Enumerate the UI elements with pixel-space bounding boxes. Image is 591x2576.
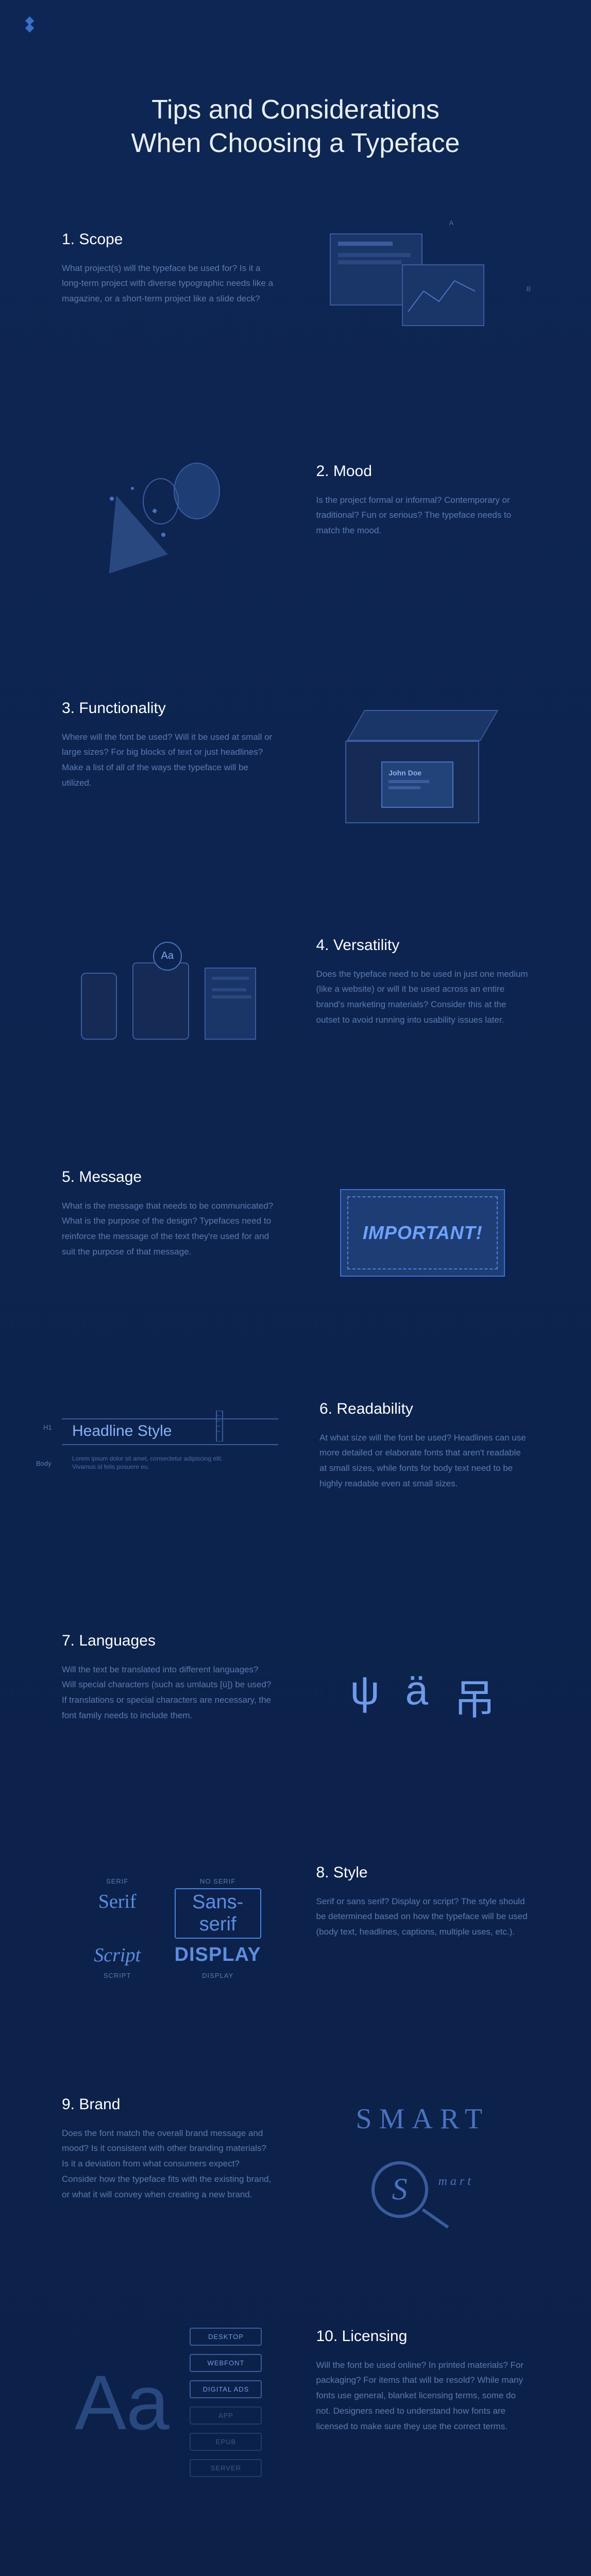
section-title: 6. Readability [319,1400,529,1418]
style-sample-script: Script [76,1942,159,1969]
glyph-cjk: 吊 [454,1667,495,1726]
body-sample: Lorem ipsum dolor sit amet, consectetur … [72,1454,227,1472]
license-server: SERVER [190,2459,262,2477]
section-title: 3. Functionality [62,700,275,717]
section-desc: Serif or sans serif? Display or script? … [316,1894,530,1940]
section-licensing: 10. Licensing Will the font be used onli… [62,2328,529,2477]
spec-label-a: A [449,219,454,227]
section-scope: 1. Scope What project(s) will the typefa… [62,231,529,360]
language-glyphs: ψ ä 吊 [350,1667,495,1726]
big-aa-sample: Aa [75,2364,169,2441]
section-desc: Does the font match the overall brand me… [62,2126,275,2202]
scope-visual: A B [330,233,515,357]
section-title: 8. Style [316,1864,530,1882]
section-title: 7. Languages [62,1632,275,1650]
body-label: Body [36,1460,52,1467]
section-title: 1. Scope [62,231,275,248]
important-badge: IMPORTANT! [340,1189,505,1277]
section-title: 9. Brand [62,2096,275,2113]
style-label-noserif: NO SERIF [175,1877,261,1885]
section-desc: What is the message that needs to be com… [62,1198,275,1260]
section-desc: At what size will the font be used? Head… [319,1430,529,1492]
business-card-name: John Doe [389,769,446,777]
section-desc: What project(s) will the typeface be use… [62,261,275,307]
brand-visual: SMART S mart [319,2103,526,2218]
section-title: 2. Mood [316,463,530,480]
headline-sample: Headline Style [72,1422,172,1440]
ruler-icon [206,1411,237,1442]
section-desc: Will the font be used online? In printed… [316,2358,530,2434]
functionality-visual: John Doe [335,700,510,834]
license-digitalads: DIGITAL ADS [190,2380,262,2398]
style-label-serif: SERIF [76,1877,159,1885]
page-title-line1: Tips and Considerations [0,93,591,128]
phone-icon [81,973,117,1040]
paper-icon [205,968,256,1040]
section-brand: 9. Brand Does the font match the overall… [62,2096,529,2225]
section-title: 10. Licensing [316,2328,530,2345]
important-text: IMPORTANT! [363,1222,483,1244]
readability-visual: H1 Body Headline Style Lorem ipsum dolor… [62,1403,278,1527]
license-webfont: WEBFONT [190,2354,262,2372]
section-desc: Does the typeface need to be used in jus… [316,967,530,1028]
mood-visual [91,463,246,597]
style-label-display: DISPLAY [175,1972,261,1979]
section-versatility: 4. Versatility Does the typeface need to… [62,937,529,1065]
brand-word: SMART [319,2103,526,2136]
section-mood: 2. Mood Is the project formal or informa… [62,463,529,597]
license-app: APP [190,2406,262,2425]
style-sample-sansserif: Sans-serif [175,1888,261,1939]
aa-circle-icon: Aa [153,942,182,971]
page-title-line2: When Choosing a Typeface [0,128,591,159]
spec-label-b: B [527,285,531,293]
style-sample-serif: Serif [76,1888,159,1939]
brand-mag-rest: mart [438,2175,474,2189]
section-readability: 6. Readability At what size will the fon… [62,1400,529,1529]
license-desktop: DESKTOP [190,2328,262,2346]
section-languages: 7. Languages Will the text be translated… [62,1632,529,1761]
section-desc: Will the text be translated into differe… [62,1662,275,1723]
section-style: 8. Style Serif or sans serif? Display or… [62,1864,529,1993]
magnifier-icon: S [372,2161,428,2218]
style-label-script: SCRIPT [76,1972,159,1979]
license-epub: EPUB [190,2433,262,2451]
section-title: 4. Versatility [316,937,530,954]
section-desc: Is the project formal or informal? Conte… [316,493,530,538]
section-desc: Where will the font be used? Will it be … [62,730,275,791]
tablet-icon [132,962,189,1040]
section-functionality: 3. Functionality Where will the font be … [62,700,529,834]
brand-logo-top [21,15,39,33]
section-title: 5. Message [62,1168,275,1186]
licensing-visual: Aa DESKTOP WEBFONT DIGITAL ADS APP EPUB … [75,2328,262,2477]
glyph-greek: ψ [350,1667,379,1726]
style-sample-display: DISPLAY [175,1942,261,1969]
style-grid: SERIF NO SERIF Serif Sans-serif Script D… [76,1877,261,1979]
glyph-umlaut: ä [406,1667,429,1726]
versatility-visual: Aa [81,962,256,1040]
section-message: 5. Message What is the message that need… [62,1168,529,1297]
h1-label: H1 [43,1423,52,1431]
